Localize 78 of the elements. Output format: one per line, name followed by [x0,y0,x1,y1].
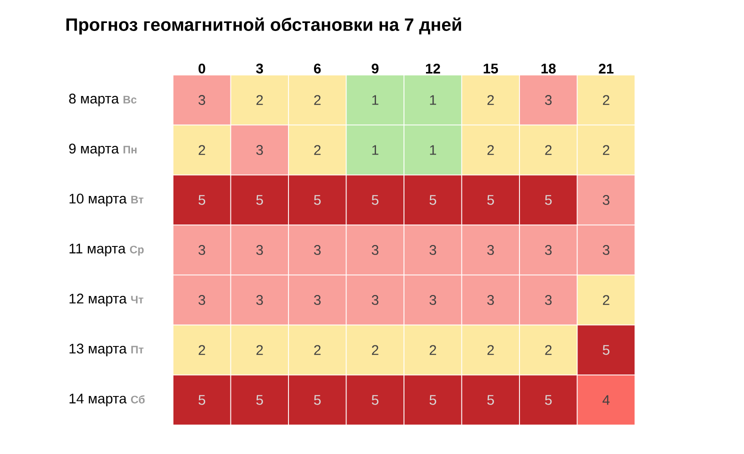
data-label: 3 [430,245,436,255]
data-label: 3 [372,295,378,305]
data-label: 3 [602,245,610,255]
y2-tick-label: Пн [124,146,137,154]
data-label: 3 [602,195,610,205]
data-label: 2 [256,95,263,105]
data-label: 2 [198,345,206,355]
data-label: 2 [256,345,263,355]
y-tick-label: 8 марта [69,94,119,106]
data-label: 5 [256,195,263,205]
y-tick-label: 10 марта [70,194,127,206]
data-label: 3 [545,95,552,105]
data-label: 2 [430,345,436,355]
data-label: 1 [430,145,436,155]
data-label: 4 [602,395,610,405]
data-label: 2 [487,95,494,105]
data-label: 2 [314,145,321,155]
data-label: 1 [372,95,378,105]
data-label: 2 [602,295,610,305]
y-tick-label: 13 марта [70,344,127,356]
x-tick-label: 3 [256,64,263,74]
x-tick-label: 9 [372,64,378,74]
data-label: 5 [256,395,263,405]
data-label: 2 [545,345,552,355]
data-label: 5 [430,195,436,205]
data-label: 5 [545,195,552,205]
data-label: 5 [372,195,378,205]
data-label: 3 [314,245,321,255]
y-tick-label: 9 марта [69,144,119,156]
data-label: 3 [198,95,206,105]
data-label: 1 [430,95,436,105]
x-tick-label: 12 [426,64,440,74]
data-label: 2 [198,145,206,155]
data-label: 2 [602,145,610,155]
data-label: 5 [487,195,494,205]
data-label: 2 [545,145,552,155]
data-label: 3 [430,295,436,305]
y2-tick-label: Сб [131,395,145,404]
data-label: 1 [372,145,378,155]
x-tick-label: 18 [541,64,556,74]
data-label: 2 [487,345,494,355]
data-label: 5 [545,395,552,405]
data-label: 5 [314,195,321,205]
data-label: 2 [314,345,321,355]
data-label: 3 [256,145,263,155]
x-tick-label: 21 [598,64,614,74]
data-label: 3 [256,295,263,305]
data-label: 3 [545,295,552,305]
data-label: 2 [487,145,494,155]
x-tick-label: 6 [314,64,321,74]
data-label: 3 [545,245,552,255]
data-label: 5 [487,395,494,405]
data-label: 5 [602,345,610,355]
y-tick-label: 11 марта [70,244,126,256]
y2-tick-label: Вт [131,196,144,204]
y-tick-label: 14 марта [70,394,127,406]
data-label: 3 [314,295,321,305]
data-label: 2 [372,345,378,355]
data-label: 5 [314,395,321,405]
data-label: 3 [256,245,263,255]
y2-tick-label: Чт [131,296,144,304]
y2-tick-label: Вс [124,96,136,104]
data-label: 5 [198,395,206,405]
data-label: 3 [487,295,494,305]
data-label: 3 [372,245,378,255]
y2-tick-label: Пт [131,346,144,354]
data-label: 3 [487,245,494,255]
data-label: 5 [198,195,206,205]
y2-tick-label: Ср [130,246,144,256]
data-label: 3 [198,295,206,305]
x-tick-label: 15 [484,64,498,74]
data-label: 5 [372,395,378,405]
chart-title: Прогноз геомагнитной обстановки на 7 дней [66,17,462,35]
x-tick-label: 0 [198,64,206,74]
y-tick-label: 12 марта [70,294,127,306]
data-label: 2 [314,95,321,105]
data-label: 2 [602,95,610,105]
data-label: 3 [198,245,206,255]
